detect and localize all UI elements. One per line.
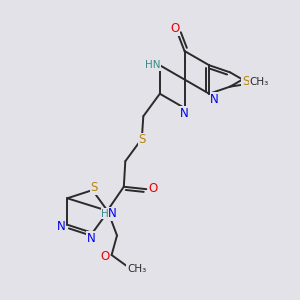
Text: O: O <box>100 250 109 263</box>
Text: H: H <box>101 209 109 219</box>
Text: S: S <box>242 75 249 88</box>
Text: S: S <box>90 181 98 194</box>
Text: N: N <box>179 107 188 120</box>
Text: CH₃: CH₃ <box>250 77 269 87</box>
Text: N: N <box>57 220 66 233</box>
Text: N: N <box>108 207 117 220</box>
Text: O: O <box>148 182 158 195</box>
Text: O: O <box>170 22 179 35</box>
Text: S: S <box>139 133 146 146</box>
Text: HN: HN <box>145 60 160 70</box>
Text: N: N <box>87 232 95 245</box>
Text: CH₃: CH₃ <box>127 263 146 274</box>
Text: N: N <box>210 93 219 106</box>
